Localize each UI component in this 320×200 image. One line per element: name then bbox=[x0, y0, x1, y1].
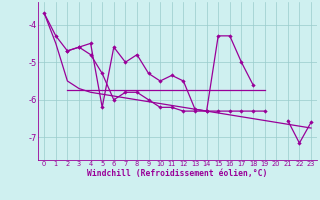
X-axis label: Windchill (Refroidissement éolien,°C): Windchill (Refroidissement éolien,°C) bbox=[87, 169, 268, 178]
